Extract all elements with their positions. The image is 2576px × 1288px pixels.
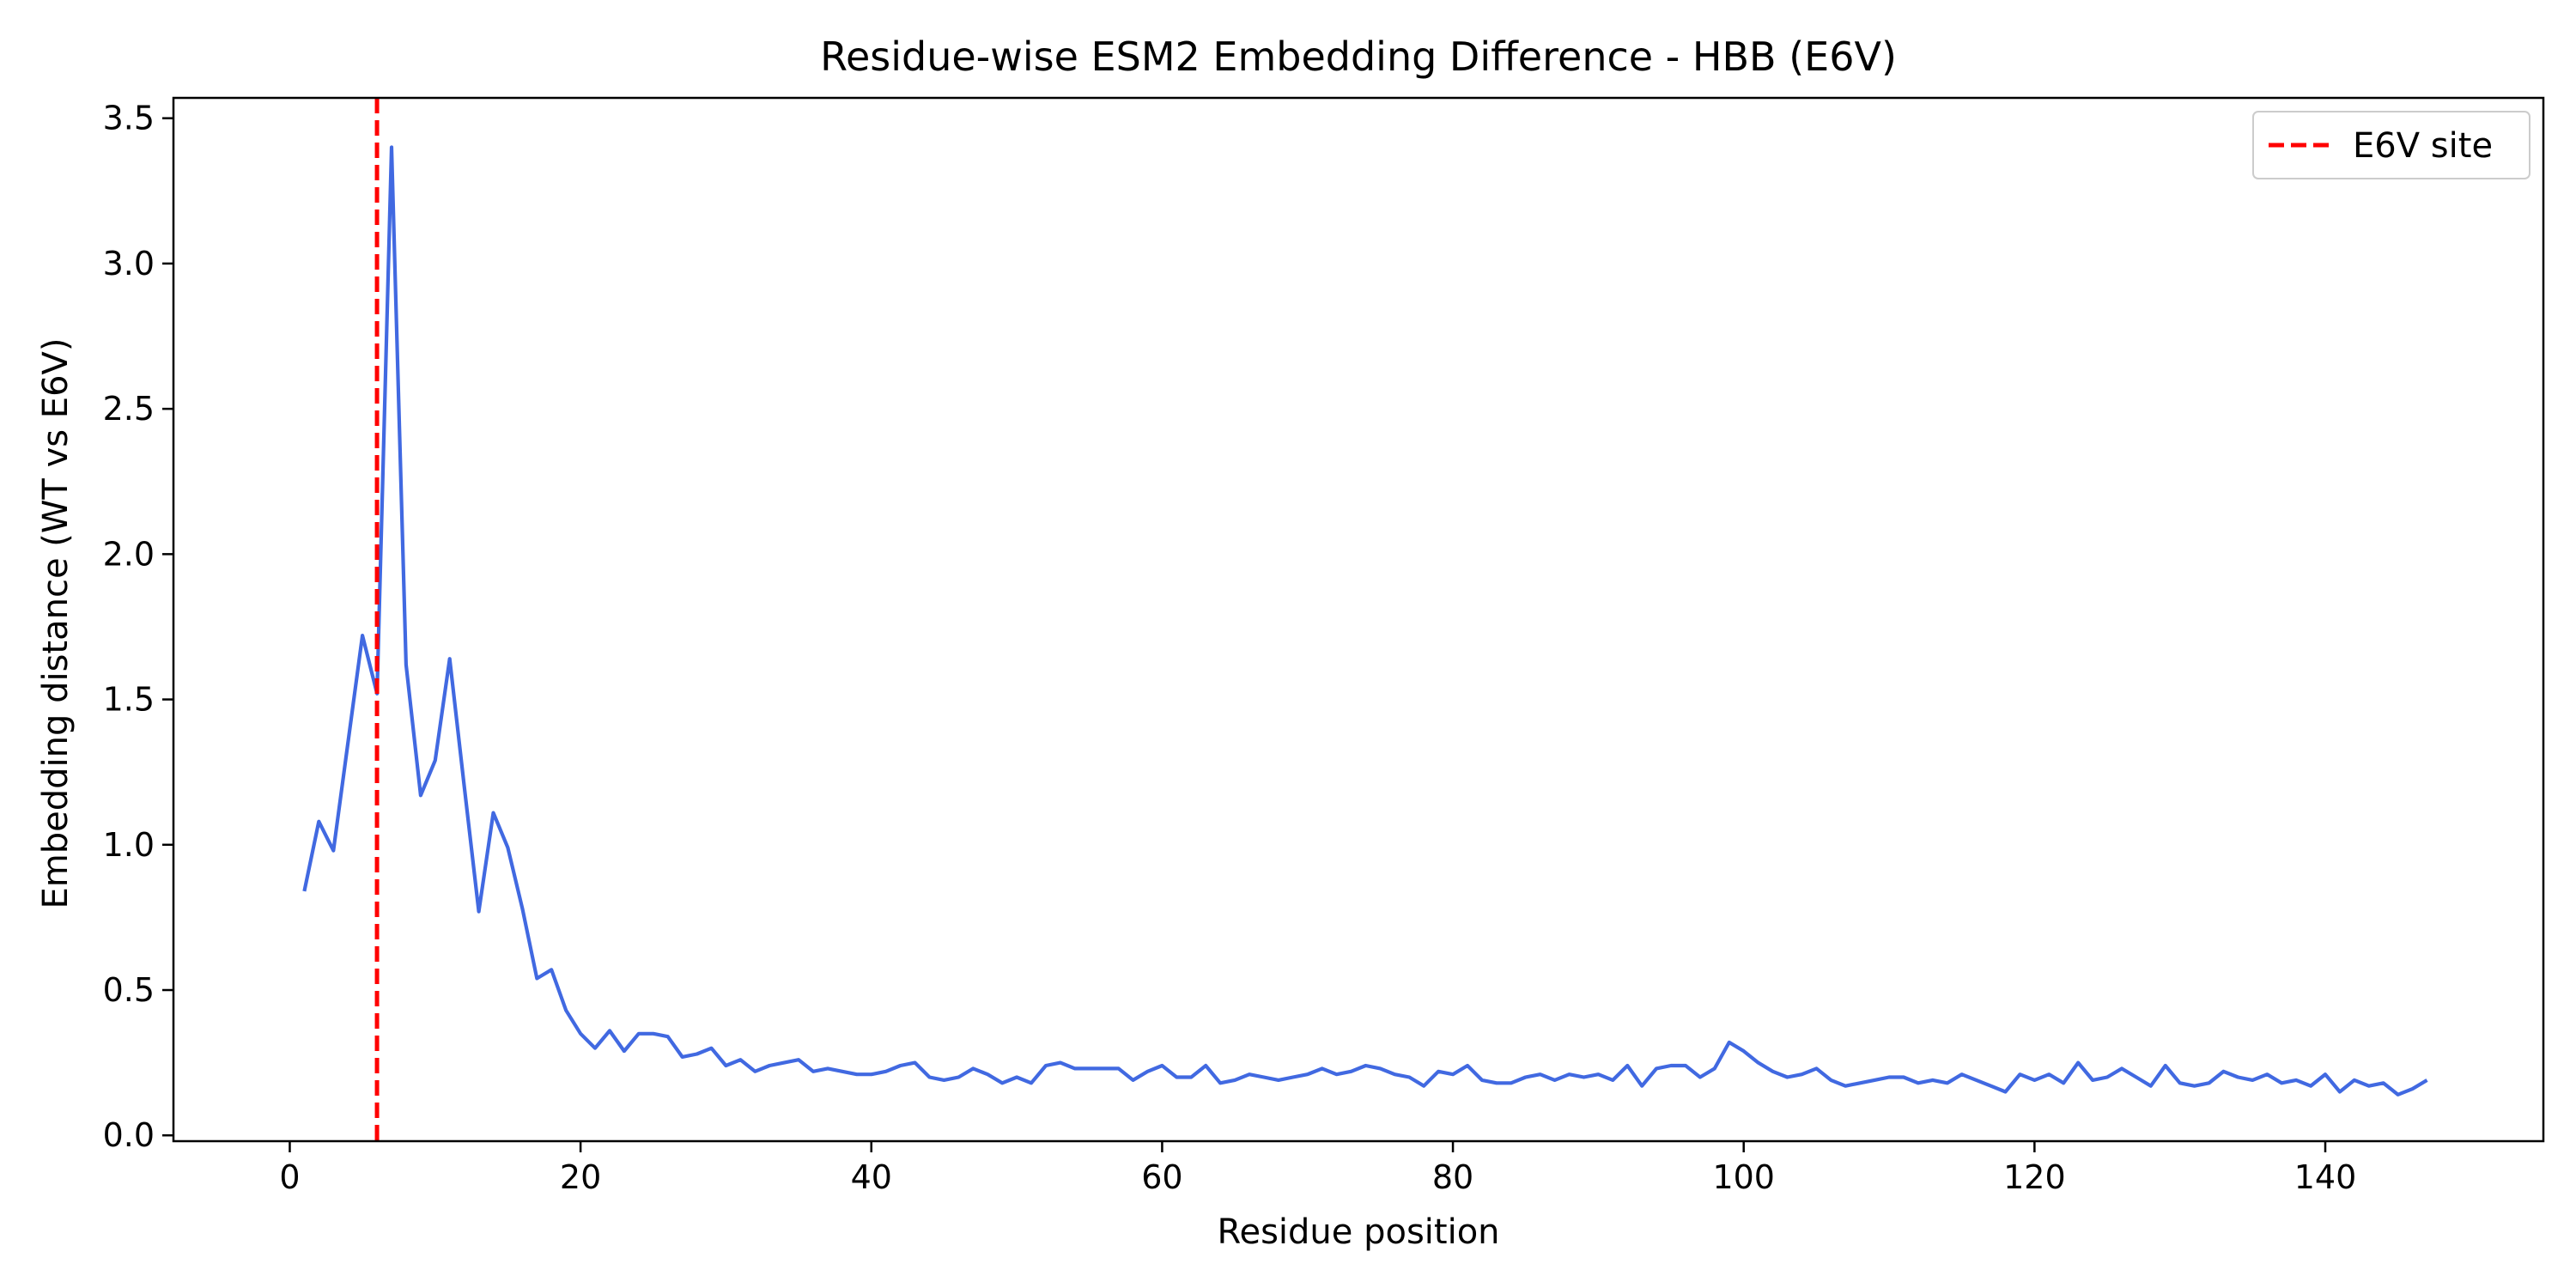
legend-label-e6v-site: E6V site [2353, 126, 2493, 166]
y-tick-label: 0.5 [103, 971, 155, 1009]
legend-box [2252, 111, 2530, 179]
y-tick-label: 3.0 [103, 245, 155, 283]
plot-area [302, 98, 2428, 1141]
x-tick-label: 100 [1712, 1158, 1775, 1196]
axis-ticks: 0 20 40 60 80 100 120 140 0.0 0.5 1.0 1.5 2.0 2.5 3.0 3… [103, 100, 2357, 1196]
y-tick-label: 2.5 [103, 390, 155, 428]
y-tick-label: 1.0 [103, 826, 155, 864]
x-tick-label: 80 [1432, 1158, 1473, 1196]
x-axis-label: Residue position [1217, 1212, 1499, 1252]
y-tick-label: 0.0 [103, 1116, 155, 1154]
plot-frame [172, 96, 2545, 1143]
x-tick-label: 20 [560, 1158, 601, 1196]
chart-title: Residue-wise ESM2 Embedding Difference -… [820, 33, 1897, 80]
y-tick-label: 1.5 [103, 681, 155, 719]
legend: E6V site [2252, 111, 2530, 179]
x-tick-label: 0 [279, 1158, 300, 1196]
x-tick-label: 60 [1141, 1158, 1182, 1196]
x-tick-label: 140 [2294, 1158, 2357, 1196]
y-tick-label: 2.0 [103, 535, 155, 573]
y-axis-label: Embedding distance (WT vs E6V) [36, 337, 76, 908]
y-tick-label: 3.5 [103, 100, 155, 137]
x-tick-label: 120 [2003, 1158, 2066, 1196]
x-tick-label: 40 [851, 1158, 892, 1196]
